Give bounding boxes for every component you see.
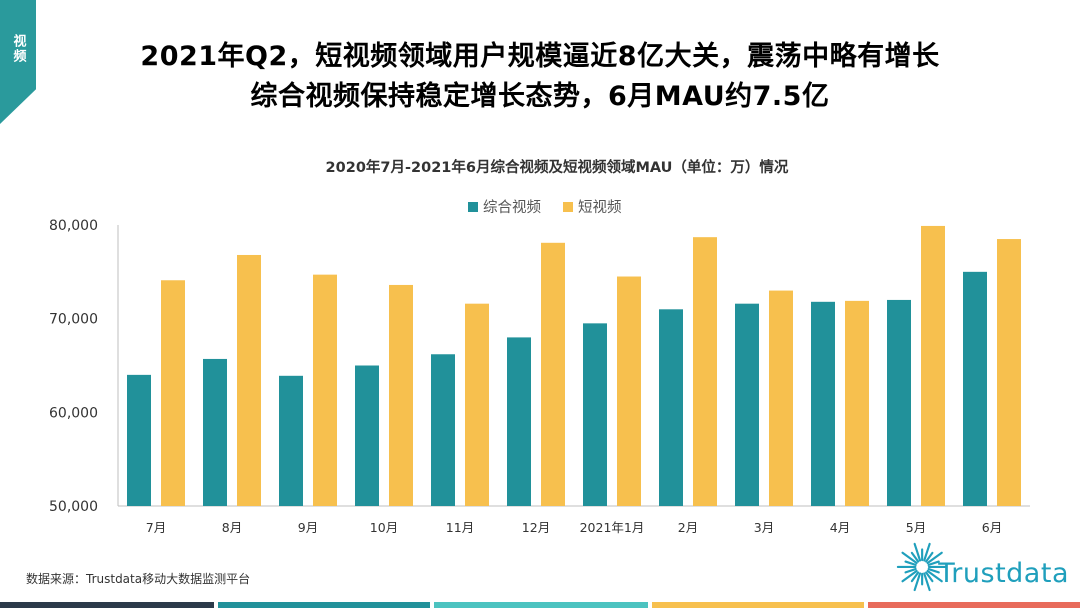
logo-text: Trustdata [938,558,1069,589]
bar-series1 [963,271,987,506]
bar-series1 [583,323,607,506]
bar-series2 [541,242,565,506]
sunburst-icon [896,542,948,592]
headline-line-1: 2021年Q2，短视频领域用户规模逼近8亿大关，震荡中略有增长 [140,41,940,72]
bar-series2 [465,303,489,506]
bar-series1 [355,365,379,506]
bottom-color-strip [0,602,1080,608]
bar-series1 [507,337,531,506]
x-tick-label: 8月 [222,520,242,535]
bar-chart: 50,000 60,000 70,000 80,000 7月 8月 9月 10月 11月 12月 2… [49,218,1030,535]
source-note: 数据来源：Trustdata移动大数据监测平台 [26,572,251,586]
legend-label-series2: 短视频 [578,200,622,216]
x-tick-label: 5月 [906,520,926,535]
y-tick-label: 50,000 [49,499,98,515]
bar-series1 [203,358,227,506]
chart-title: 2020年7月-2021年6月综合视频及短视频领域MAU（单位：万）情况 [325,160,789,176]
x-tick-label: 2月 [678,520,698,535]
x-tick-label: 7月 [146,520,166,535]
bar-series2 [769,290,793,506]
x-tick-label: 2021年1月 [580,520,645,535]
x-tick-label: 11月 [446,520,474,535]
y-tick-label: 70,000 [49,312,98,328]
x-tick-label: 4月 [830,520,850,535]
bar-series1 [811,301,835,506]
bar-series1 [735,303,759,506]
legend-label-series1: 综合视频 [483,200,541,216]
x-tick-label: 6月 [982,520,1002,535]
bar-series2 [845,300,869,506]
x-tick-label: 10月 [370,520,398,535]
bar-series2 [237,254,261,506]
bar-series2 [693,237,717,506]
legend-item-series2: 短视频 [563,196,622,217]
headline-line-2: 综合视频保持稳定增长态势，6月MAU约7.5亿 [250,81,830,112]
bar-series2 [313,274,337,506]
y-tick-label: 60,000 [49,405,98,421]
bar-series2 [921,225,945,507]
legend-swatch-series1 [468,201,478,212]
legend-swatch-series2 [563,201,573,212]
x-tick-label: 9月 [298,520,318,535]
bar-series1 [659,309,683,506]
x-tick-label: 12月 [522,520,550,535]
bar-series2 [389,284,413,506]
bar-series2 [617,276,641,506]
y-tick-label: 80,000 [49,218,98,234]
bar-series2 [997,239,1021,507]
trustdata-logo: Trustdata [894,535,1069,595]
bar-series1 [279,375,303,506]
legend-item-series1: 综合视频 [468,196,541,217]
x-tick-label: 3月 [754,520,774,535]
chart-legend: 综合视频 短视频 [468,196,644,217]
bar-series1 [127,374,151,506]
bar-series2 [161,280,185,506]
bar-series1 [887,299,911,506]
section-tag: 视频 [0,0,36,124]
bar-series1 [431,354,455,506]
